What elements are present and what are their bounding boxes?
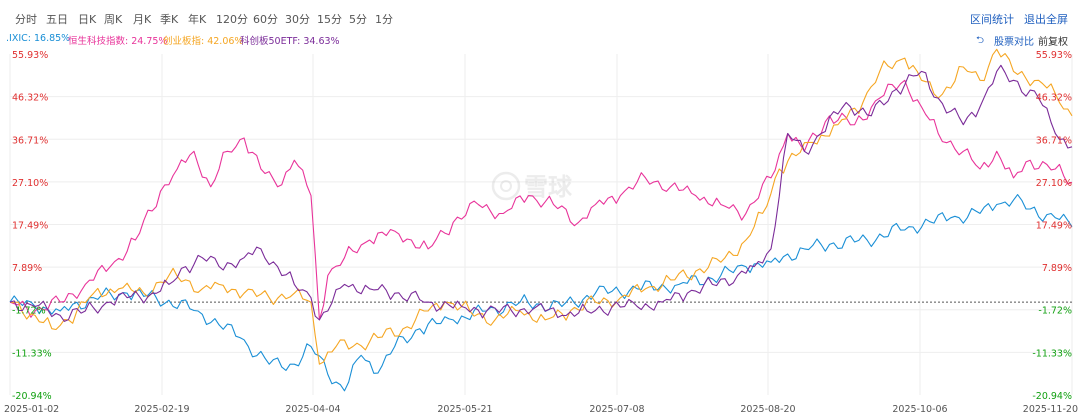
legend-hstech: 恒生科技指数: 24.75%: [68, 36, 168, 47]
y-tick-right: 7.89%: [1042, 263, 1072, 274]
y-tick-left: -11.33%: [12, 348, 52, 359]
y-tick-right: 46.32%: [1036, 93, 1072, 104]
xueqiu-logo-icon: [491, 171, 521, 201]
compare-stocks-button[interactable]: 股票对比: [994, 37, 1034, 48]
xueqiu-logo-inner: [500, 180, 512, 192]
series-line-1: [9, 79, 1073, 321]
y-tick-right: 36.71%: [1036, 135, 1072, 146]
tab-30min[interactable]: 30分: [285, 13, 310, 26]
y-tick-left: -1.72%: [12, 306, 46, 317]
tab-zhouk[interactable]: 周K: [104, 13, 123, 26]
tab-wuri[interactable]: 五日: [46, 13, 68, 26]
tab-rik[interactable]: 日K: [78, 13, 97, 26]
x-tick: 2025-04-04: [285, 404, 340, 415]
y-tick-left: 46.32%: [12, 93, 48, 104]
y-tick-left: 55.93%: [12, 50, 48, 61]
x-tick: 2025-10-06: [892, 404, 947, 415]
series-line-2: [9, 48, 1073, 365]
y-tick-right: -1.72%: [1038, 306, 1072, 317]
y-tick-left: 7.89%: [12, 263, 42, 274]
y-tick-right: -20.94%: [1032, 391, 1072, 402]
tab-niank[interactable]: 年K: [188, 13, 207, 26]
x-tick: 2025-07-08: [589, 404, 644, 415]
y-tick-left: 36.71%: [12, 135, 48, 146]
exit-fullscreen-link[interactable]: 退出全屏: [1024, 13, 1068, 26]
legend-star50: 科创板50ETF: 34.63%: [240, 36, 340, 47]
legend-ixic: .IXIC: 16.85%: [6, 33, 71, 44]
tab-120min[interactable]: 120分: [216, 13, 248, 26]
y-tick-right: 55.93%: [1036, 50, 1072, 61]
x-tick: 2025-02-19: [134, 404, 189, 415]
refresh-icon[interactable]: ⮌: [976, 35, 985, 46]
range-stats-link[interactable]: 区间统计: [970, 13, 1014, 26]
tab-1min[interactable]: 1分: [375, 13, 393, 26]
tab-fenshi[interactable]: 分时: [15, 13, 37, 26]
tab-15min[interactable]: 15分: [317, 13, 342, 26]
y-tick-right: -11.33%: [1032, 348, 1072, 359]
legend-chinext: 创业板指: 42.06%: [163, 36, 244, 47]
y-tick-right: 27.10%: [1036, 178, 1072, 189]
x-tick: 2025-08-20: [740, 404, 795, 415]
y-tick-left: -20.94%: [12, 391, 52, 402]
tab-5min[interactable]: 5分: [349, 13, 367, 26]
y-tick-right: 17.49%: [1036, 221, 1072, 232]
series-line-3: [9, 64, 1073, 322]
tab-60min[interactable]: 60分: [253, 13, 278, 26]
y-tick-left: 17.49%: [12, 221, 48, 232]
x-tick: 2025-11-20: [1023, 404, 1078, 415]
adjust-mode-button[interactable]: 前复权: [1038, 37, 1068, 48]
period-toolbar: 分时 五日 日K 周K 月K 季K 年K 120分 60分 30分 15分 5分…: [0, 0, 1080, 30]
legend: .IXIC: 16.85% 恒生科技指数: 24.75% 创业板指: 42.06…: [0, 33, 1080, 47]
tab-yuek[interactable]: 月K: [133, 13, 152, 26]
y-tick-left: 27.10%: [12, 178, 48, 189]
x-tick: 2025-05-21: [437, 404, 492, 415]
x-tick: 2025-01-02: [4, 404, 59, 415]
tab-jik[interactable]: 季K: [160, 13, 179, 26]
